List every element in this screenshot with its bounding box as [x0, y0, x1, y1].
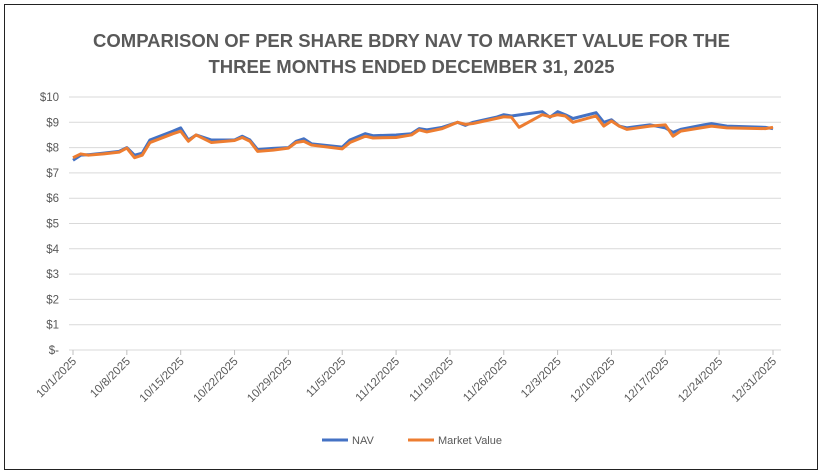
legend-label: Market Value — [438, 435, 502, 447]
x-tick-label: 10/22/2025 — [191, 356, 240, 405]
y-tick-label: $10 — [40, 92, 59, 104]
x-tick-label: 12/24/2025 — [676, 356, 725, 405]
series-line-nav — [72, 110, 774, 162]
x-tick-label: 12/17/2025 — [622, 356, 671, 405]
series-line-market-value — [72, 113, 774, 160]
y-tick-label: $8 — [46, 143, 59, 155]
x-tick-label: 12/10/2025 — [568, 356, 617, 405]
x-tick-label: 10/29/2025 — [245, 356, 294, 405]
x-tick-label: 10/8/2025 — [88, 356, 133, 401]
x-tick-label: 10/15/2025 — [138, 356, 187, 405]
y-tick-label: $9 — [46, 117, 59, 129]
x-tick-label: 12/31/2025 — [730, 356, 779, 405]
legend-label: NAV — [352, 435, 374, 447]
chart-frame — [4, 4, 818, 470]
x-tick-label: 11/26/2025 — [461, 356, 510, 405]
y-tick-label: $5 — [46, 219, 59, 231]
chart-title-line-1: COMPARISON OF PER SHARE BDRY NAV TO MARK… — [93, 30, 730, 51]
x-tick-label: 11/5/2025 — [304, 356, 348, 400]
x-tick-label: 11/19/2025 — [407, 356, 456, 405]
x-tick-label: 10/1/2025 — [34, 356, 79, 401]
y-tick-label: $1 — [46, 320, 59, 332]
y-tick-label: $7 — [46, 168, 59, 180]
y-tick-label: $4 — [46, 244, 59, 256]
x-tick-label: 12/3/2025 — [519, 356, 564, 401]
y-tick-label: $6 — [46, 193, 59, 205]
y-tick-label: $- — [49, 345, 59, 357]
chart-title: COMPARISON OF PER SHARE BDRY NAV TO MARK… — [0, 28, 823, 80]
y-tick-label: $3 — [46, 269, 59, 281]
y-tick-label: $2 — [46, 294, 59, 306]
x-tick-label: 11/12/2025 — [354, 356, 403, 405]
chart-title-line-2: THREE MONTHS ENDED DECEMBER 31, 2025 — [208, 56, 615, 77]
